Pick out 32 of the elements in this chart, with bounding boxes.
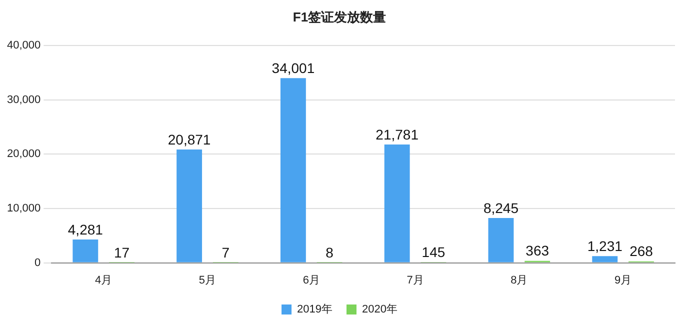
x-tick-label: 5月 [198,274,216,286]
x-tick-label: 9月 [614,274,632,286]
data-label: 17 [114,244,130,261]
legend-label: 2020年 [362,304,398,316]
x-tick-label: 4月 [95,274,112,286]
x-tick-label: 8月 [510,274,528,286]
y-tick-label: 20,000 [6,148,41,160]
y-tick-label: 0 [34,256,41,269]
data-label: 363 [526,242,550,259]
data-label: 8 [326,244,334,261]
data-label: 145 [422,244,446,260]
bar [384,144,410,262]
y-tick-label: 40,000 [6,40,41,52]
x-tick-label: 6月 [302,274,320,286]
data-label: 34,001 [272,60,315,76]
data-label: 268 [630,243,654,260]
data-label: 21,781 [376,126,419,142]
bar [488,218,514,262]
x-tick-label: 7月 [406,274,424,286]
bar [592,256,618,262]
chart-title: F1签证发放数量 [292,9,386,24]
data-label: 20,871 [168,131,211,148]
data-label: 7 [222,244,230,261]
data-label: 4,281 [68,221,104,238]
bar [176,149,202,262]
bar [72,240,98,262]
bar [280,78,306,262]
y-tick-label: 10,000 [6,202,41,215]
legend-label: 2019年 [297,304,333,316]
data-label: 8,245 [483,200,519,216]
y-tick-label: 30,000 [6,94,41,106]
data-label: 1,231 [587,238,623,254]
